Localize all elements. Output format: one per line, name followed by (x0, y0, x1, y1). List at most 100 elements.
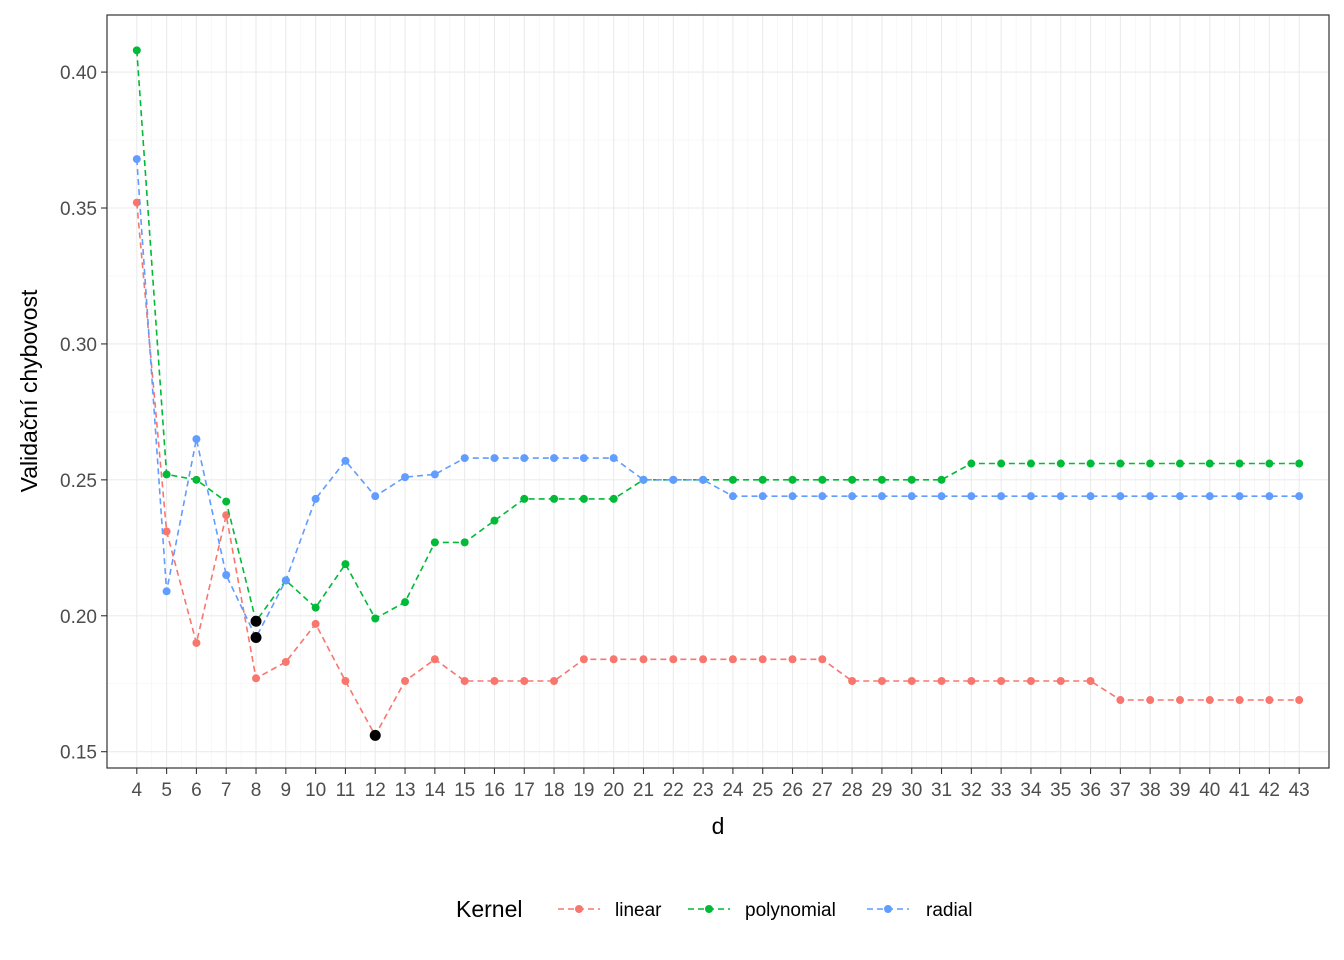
y-tick-label: 0.15 (60, 743, 97, 764)
data-point-polynomial (162, 470, 171, 479)
data-point-linear (669, 655, 678, 664)
x-tick-label: 43 (1289, 780, 1310, 801)
x-tick-label: 25 (752, 780, 773, 801)
data-point-linear (1026, 677, 1035, 686)
legend-title: Kernel (456, 896, 522, 922)
minima-highlights (250, 615, 381, 741)
series-radial (132, 155, 1304, 642)
series-line-linear (136, 202, 1300, 738)
data-point-polynomial (967, 459, 976, 468)
data-point-linear (1205, 696, 1214, 705)
x-tick-label: 37 (1110, 780, 1131, 801)
data-point-polynomial (758, 475, 767, 484)
data-point-radial (430, 470, 439, 479)
data-point-linear (609, 655, 618, 664)
series-line-polynomial (136, 50, 1300, 624)
x-tick-label: 40 (1199, 780, 1220, 801)
data-point-linear (490, 677, 499, 686)
data-point-radial (609, 454, 618, 463)
x-tick-label: 15 (454, 780, 475, 801)
x-tick-label: 23 (693, 780, 714, 801)
x-tick-label: 8 (251, 780, 262, 801)
data-point-radial (1056, 492, 1065, 501)
data-point-linear (639, 655, 648, 664)
legend: Kernel linear polynomial radial (456, 896, 972, 922)
data-point-linear (877, 677, 886, 686)
x-tick-label: 19 (573, 780, 594, 801)
data-point-polynomial (848, 475, 857, 484)
x-tick-label: 30 (901, 780, 922, 801)
data-point-linear (1116, 696, 1125, 705)
data-point-polynomial (1205, 459, 1214, 468)
x-tick-label: 13 (394, 780, 415, 801)
data-point-polynomial (222, 497, 231, 506)
data-point-polynomial (341, 560, 350, 569)
y-tick-label: 0.30 (60, 335, 97, 356)
x-tick-label: 28 (842, 780, 863, 801)
data-point-radial (1086, 492, 1095, 501)
data-point-linear (252, 674, 261, 683)
data-point-linear (520, 677, 529, 686)
data-point-linear (1146, 696, 1155, 705)
legend-label: polynomial (745, 900, 836, 921)
legend-item-linear: linear (558, 900, 662, 921)
data-point-radial (162, 587, 171, 596)
data-point-polynomial (311, 603, 320, 612)
data-point-radial (907, 492, 916, 501)
y-tick-label: 0.20 (60, 607, 97, 628)
data-point-polynomial (430, 538, 439, 547)
data-point-linear (1265, 696, 1274, 705)
data-point-polynomial (460, 538, 469, 547)
y-axis: 0.15 0.20 0.25 0.30 0.35 0.40 (60, 63, 107, 764)
data-point-linear (1086, 677, 1095, 686)
x-tick-label: 32 (961, 780, 982, 801)
legend-key-point (705, 905, 713, 913)
y-axis-title: Validační chybovost (16, 289, 42, 492)
x-tick-label: 10 (305, 780, 326, 801)
data-point-radial (1235, 492, 1244, 501)
data-point-polynomial (1026, 459, 1035, 468)
minimum-point-linear (369, 729, 381, 741)
data-point-radial (1295, 492, 1304, 501)
data-point-polynomial (579, 494, 588, 503)
data-point-linear (967, 677, 976, 686)
x-tick-label: 5 (161, 780, 172, 801)
x-axis: 4 5 6 7 8 9 10 11 12 13 14 15 16 17 18 19 20 21 22 23 24 25 26… (132, 768, 1310, 801)
data-point-radial (401, 473, 410, 482)
data-point-polynomial (788, 475, 797, 484)
data-point-radial (222, 570, 231, 579)
data-point-radial (788, 492, 797, 501)
data-point-radial (758, 492, 767, 501)
data-point-radial (1175, 492, 1184, 501)
series-linear (132, 198, 1304, 740)
data-point-linear (728, 655, 737, 664)
minimum-point-radial (250, 632, 262, 644)
data-point-radial (132, 155, 141, 164)
legend-label: radial (926, 900, 972, 921)
x-tick-label: 6 (191, 780, 202, 801)
data-point-polynomial (1086, 459, 1095, 468)
data-point-linear (281, 657, 290, 666)
data-point-radial (877, 492, 886, 501)
data-point-radial (1146, 492, 1155, 501)
data-point-linear (311, 619, 320, 628)
data-point-radial (341, 456, 350, 465)
legend-item-polynomial: polynomial (688, 900, 836, 921)
y-tick-label: 0.25 (60, 471, 97, 492)
data-point-linear (132, 198, 141, 207)
data-point-radial (728, 492, 737, 501)
x-tick-label: 29 (871, 780, 892, 801)
data-point-polynomial (728, 475, 737, 484)
x-tick-label: 16 (484, 780, 505, 801)
data-point-linear (907, 677, 916, 686)
data-point-polynomial (1295, 459, 1304, 468)
series-polynomial (132, 46, 1304, 626)
data-point-linear (430, 655, 439, 664)
y-tick-label: 0.35 (60, 199, 97, 220)
data-point-linear (550, 677, 559, 686)
x-tick-label: 36 (1080, 780, 1101, 801)
data-point-radial (1205, 492, 1214, 501)
legend-items: linear polynomial radial (558, 900, 972, 921)
data-point-polynomial (937, 475, 946, 484)
data-point-linear (1295, 696, 1304, 705)
